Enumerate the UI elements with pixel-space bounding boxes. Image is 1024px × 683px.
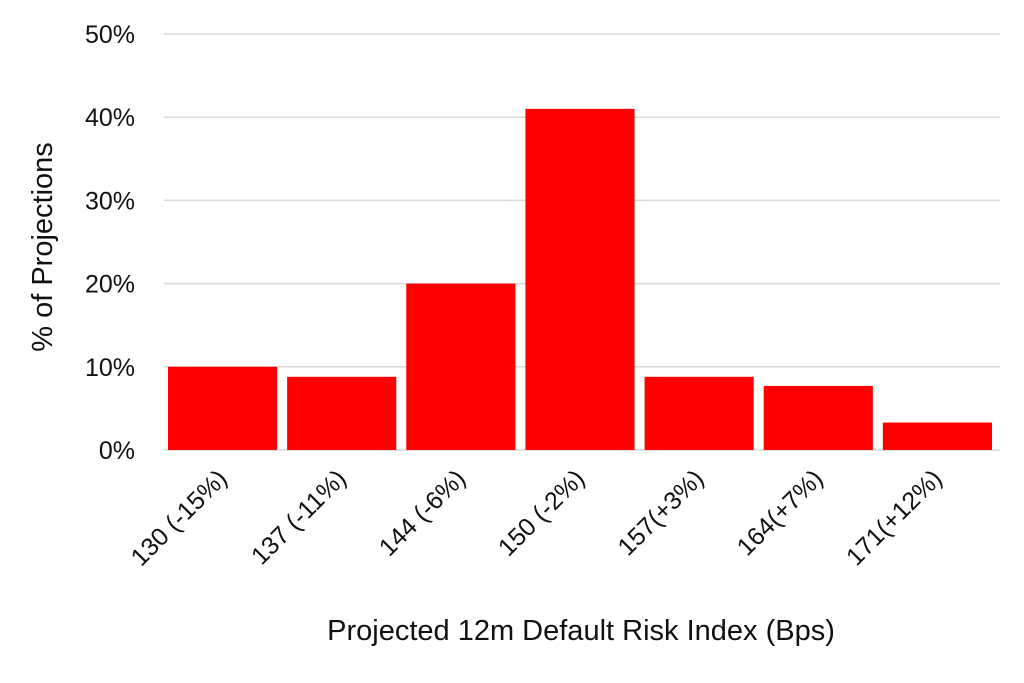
x-tick-label: 157(+3%)	[612, 464, 709, 561]
y-tick-labels: 0% 10% 20% 30% 40% 50%	[85, 21, 135, 465]
bar	[763, 385, 873, 450]
x-tick-label: 171(+12%)	[841, 464, 948, 571]
bars	[168, 108, 992, 450]
x-tick-label: 150 (-2%)	[493, 464, 590, 561]
y-tick-label: 40%	[85, 104, 135, 132]
bar	[287, 376, 397, 450]
x-tick-label: 130 (-15%)	[126, 464, 233, 571]
bar	[882, 422, 992, 450]
y-tick-label: 50%	[85, 21, 135, 49]
x-tick-label: 144 (-6%)	[374, 464, 471, 561]
bar	[644, 376, 754, 450]
x-tick-label: 137 (-11%)	[246, 464, 352, 570]
bar	[406, 283, 516, 450]
y-tick-label: 0%	[99, 437, 135, 465]
x-tick-labels: 130 (-15%) 137 (-11%) 144 (-6%) 150 (-2%) 15…	[126, 464, 948, 571]
bar	[525, 108, 635, 450]
x-tick-label: 164(+7%)	[732, 464, 829, 561]
y-tick-label: 10%	[85, 354, 135, 382]
y-axis-title: % of Projections	[27, 142, 59, 352]
bar	[168, 366, 278, 450]
x-axis-title: Projected 12m Default Risk Index (Bps)	[327, 615, 835, 647]
y-tick-label: 20%	[85, 271, 135, 299]
y-tick-label: 30%	[85, 187, 135, 215]
